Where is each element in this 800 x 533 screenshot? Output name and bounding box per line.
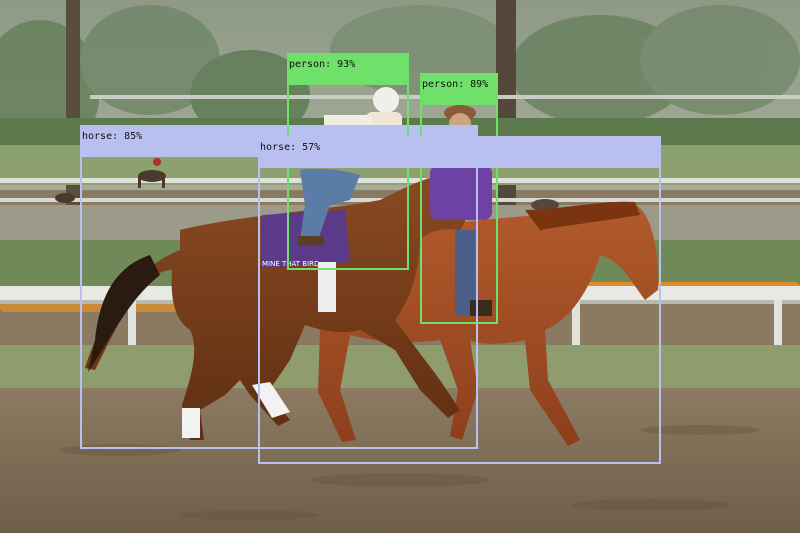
horse-detection-box: [258, 136, 661, 464]
person-detection-label: person: 89%: [420, 73, 498, 105]
girth-strap: [318, 262, 336, 312]
white-leg-wrap: [182, 408, 200, 438]
distant-riders: [55, 158, 559, 211]
horse-detection-label: horse: 57%: [258, 136, 661, 168]
far-rail-1: [0, 178, 800, 183]
horse-tail: [88, 255, 160, 372]
dirt-texture: [60, 425, 760, 520]
dirt-track: [0, 388, 800, 533]
person-detection-label: person: 93%: [287, 53, 409, 85]
saddle-cloth-text: MINE THAT BIRD: [262, 260, 319, 268]
white-leg-wrap-2: [252, 382, 290, 418]
